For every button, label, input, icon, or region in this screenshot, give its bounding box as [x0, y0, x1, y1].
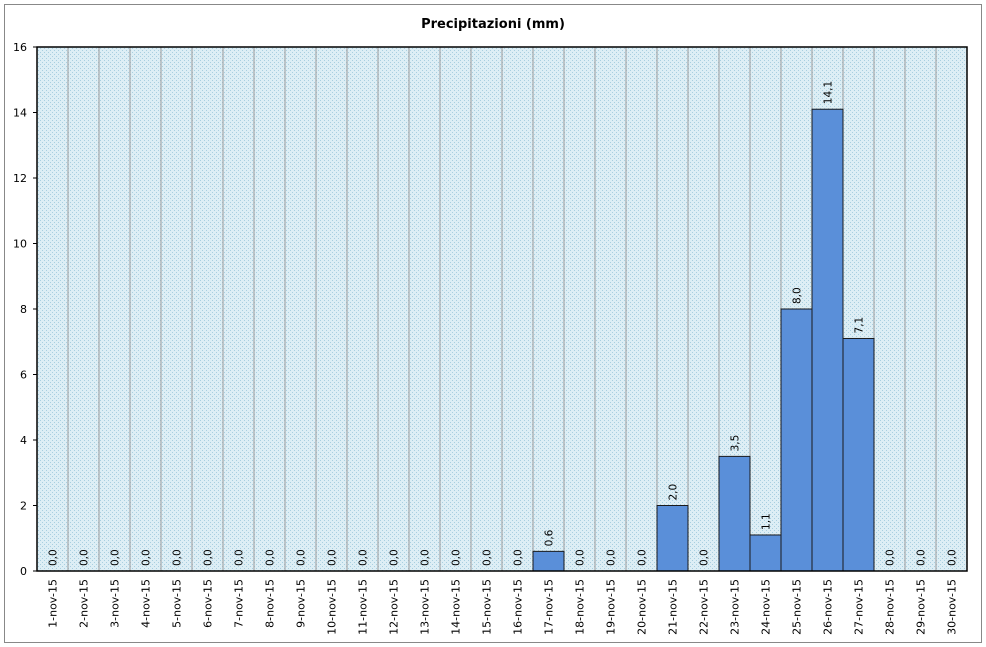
data-label-10-nov-15: 0,0: [327, 549, 339, 566]
data-label-8-nov-15: 0,0: [265, 549, 277, 566]
x-tick-label: 17-nov-15: [543, 579, 556, 635]
x-tick-label: 7-nov-15: [233, 579, 246, 628]
data-label-27-nov-15: 7,1: [854, 317, 866, 334]
data-label-13-nov-15: 0,0: [420, 549, 432, 566]
x-tick-label: 12-nov-15: [388, 579, 401, 635]
y-tick-label: 6: [20, 369, 27, 382]
data-label-18-nov-15: 0,0: [575, 549, 587, 566]
data-label-23-nov-15: 3,5: [730, 435, 742, 452]
x-tick-label: 16-nov-15: [512, 579, 525, 635]
data-label-30-nov-15: 0,0: [947, 549, 959, 566]
data-label-14-nov-15: 0,0: [451, 549, 463, 566]
y-tick-label: 10: [13, 238, 27, 251]
x-tick-label: 5-nov-15: [171, 579, 184, 628]
x-tick-label: 30-nov-15: [946, 579, 959, 635]
data-label-5-nov-15: 0,0: [172, 549, 184, 566]
x-tick-label: 15-nov-15: [481, 579, 494, 635]
data-label-7-nov-15: 0,0: [234, 549, 246, 566]
y-tick-label: 2: [20, 500, 27, 513]
data-label-2-nov-15: 0,0: [79, 549, 91, 566]
y-tick-label: 4: [20, 434, 27, 447]
x-tick-label: 9-nov-15: [295, 579, 308, 628]
y-tick-label: 16: [13, 41, 27, 54]
data-label-12-nov-15: 0,0: [389, 549, 401, 566]
x-tick-label: 8-nov-15: [264, 579, 277, 628]
y-tick-label: 0: [20, 565, 27, 578]
x-tick-label: 10-nov-15: [326, 579, 339, 635]
x-axis: 1-nov-15 2-nov-15 3-nov-15 4-nov-15 5-nov-15…: [47, 579, 959, 635]
data-label-17-nov-15: 0,6: [544, 529, 556, 546]
data-label-11-nov-15: 0,0: [358, 549, 370, 566]
chart-title: Precipitazioni (mm): [421, 17, 565, 32]
bar-23-nov-15: [718, 455, 751, 572]
data-label-25-nov-15: 8,0: [792, 287, 804, 304]
bar-21-nov-15: [656, 505, 689, 572]
x-tick-label: 25-nov-15: [791, 579, 804, 635]
x-tick-label: 26-nov-15: [822, 579, 835, 635]
x-tick-label: 6-nov-15: [202, 579, 215, 628]
x-tick-label: 4-nov-15: [140, 579, 153, 628]
y-tick-label: 8: [20, 303, 27, 316]
x-tick-label: 13-nov-15: [419, 579, 432, 635]
x-tick-label: 22-nov-15: [698, 579, 711, 635]
data-label-9-nov-15: 0,0: [296, 549, 308, 566]
data-label-29-nov-15: 0,0: [916, 549, 928, 566]
data-label-26-nov-15: 14,1: [823, 81, 835, 104]
data-label-24-nov-15: 1,1: [761, 513, 773, 530]
x-tick-label: 20-nov-15: [636, 579, 649, 635]
bar-27-nov-15: [842, 337, 875, 572]
bar-26-nov-15: [811, 108, 844, 572]
x-tick-label: 28-nov-15: [884, 579, 897, 635]
x-tick-label: 14-nov-15: [450, 579, 463, 635]
data-label-4-nov-15: 0,0: [141, 549, 153, 566]
data-label-16-nov-15: 0,0: [513, 549, 525, 566]
data-label-22-nov-15: 0,0: [699, 549, 711, 566]
x-tick-label: 19-nov-15: [605, 579, 618, 635]
bar-25-nov-15: [780, 308, 813, 572]
data-label-21-nov-15: 2,0: [668, 484, 680, 501]
x-tick-label: 2-nov-15: [78, 579, 91, 628]
data-label-3-nov-15: 0,0: [110, 549, 122, 566]
data-label-1-nov-15: 0,0: [48, 549, 60, 566]
x-tick-label: 27-nov-15: [853, 579, 866, 635]
x-tick-label: 11-nov-15: [357, 579, 370, 635]
data-label-6-nov-15: 0,0: [203, 549, 215, 566]
bar-17-nov-15: [532, 550, 565, 572]
x-tick-label: 21-nov-15: [667, 579, 680, 635]
x-tick-label: 24-nov-15: [760, 579, 773, 635]
x-tick-label: 23-nov-15: [729, 579, 742, 635]
x-tick-label: 3-nov-15: [109, 579, 122, 628]
x-tick-label: 18-nov-15: [574, 579, 587, 635]
data-label-19-nov-15: 0,0: [606, 549, 618, 566]
y-tick-label: 14: [13, 107, 27, 120]
x-tick-label: 29-nov-15: [915, 579, 928, 635]
data-label-15-nov-15: 0,0: [482, 549, 494, 566]
grid-layer: [67, 47, 937, 571]
bar-24-nov-15: [749, 534, 782, 572]
data-label-20-nov-15: 0,0: [637, 549, 649, 566]
data-labels: 0,0 0,0 0,0 0,0 0,0 0,0 0,0 0,0 0,0 0,0 0,0 0,0 0,0 0…: [48, 81, 959, 566]
data-label-28-nov-15: 0,0: [885, 549, 897, 566]
bars-layer: [532, 108, 875, 572]
x-tick-label: 1-nov-15: [47, 579, 60, 628]
y-tick-label: 12: [13, 172, 27, 185]
y-axis: 0 2 4 6 8 10 12 14 16: [13, 41, 37, 578]
